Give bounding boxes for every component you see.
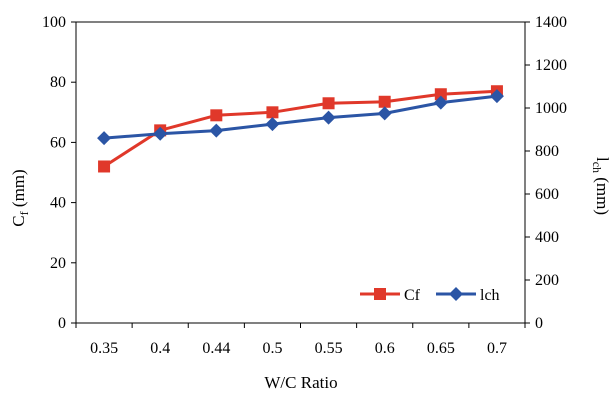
series-cf-point [434, 88, 447, 101]
x-tick-label: 0.55 [315, 340, 343, 357]
series-lch-line [103, 94, 498, 140]
x-tick-label: 0.65 [427, 340, 455, 357]
legend-cf-marker [374, 288, 386, 300]
right-axis-title-unit: (mm) [593, 173, 612, 215]
legend-lch-marker [449, 287, 463, 301]
right-tick-label: 600 [535, 186, 559, 203]
x-tick-label: 0.6 [375, 340, 395, 357]
series-lch [97, 89, 504, 146]
left-tick-label: 40 [50, 195, 66, 212]
series-lch-point [321, 110, 336, 125]
series-lch-point [377, 106, 392, 121]
series-cf-point [322, 97, 335, 110]
series-lch-point [489, 89, 504, 104]
right-tick-label: 200 [535, 272, 559, 289]
series-cf-point [98, 160, 111, 173]
series-lch-point [153, 126, 168, 141]
left-tick-label: 80 [50, 74, 66, 91]
x-tick-label: 0.4 [150, 340, 170, 357]
x-tick-label: 0.5 [262, 340, 282, 357]
left-axis-title-sub: f [17, 211, 31, 215]
left-tick-label: 100 [42, 14, 66, 31]
right-tick-label: 1000 [535, 100, 567, 117]
left-axis-title-main: C [9, 215, 28, 226]
legend: Cf lch [360, 287, 500, 304]
right-axis-ticks: 0 200 400 600 800 1000 1200 1400 [525, 14, 567, 332]
right-tick-label: 1400 [535, 14, 567, 31]
right-axis-title-main: l [593, 157, 612, 162]
x-axis-title: W/C Ratio [264, 373, 337, 392]
right-axis-title-sub: ch [590, 162, 604, 173]
series-cf-point [266, 106, 279, 119]
right-axis-title: lch (mm) [590, 157, 612, 215]
left-tick-label: 20 [50, 255, 66, 272]
series-cf-point [210, 109, 223, 122]
series-lch-point [433, 95, 448, 110]
left-tick-label: 60 [50, 134, 66, 151]
series-lch-point [97, 131, 112, 146]
left-axis-title: Cf (mm) [9, 169, 31, 226]
right-tick-label: 1200 [535, 57, 567, 74]
left-axis-ticks: 0 20 40 60 80 100 [42, 14, 76, 332]
x-tick-label: 0.44 [202, 340, 230, 357]
series-lch-point [265, 117, 280, 132]
plot-frame [75, 21, 526, 324]
legend-cf-label: Cf [404, 287, 421, 304]
x-tick-label: 0.7 [487, 340, 507, 357]
right-tick-label: 400 [535, 229, 559, 246]
right-tick-label: 800 [535, 143, 559, 160]
x-axis-ticks: 0.35 0.4 0.44 0.5 0.55 0.6 0.65 0.7 [75, 323, 526, 357]
x-tick-label: 0.35 [90, 340, 118, 357]
right-tick-label: 0 [535, 315, 543, 332]
series-cf-point [378, 95, 391, 108]
plot-area [75, 21, 526, 324]
left-tick-label: 0 [58, 315, 66, 332]
legend-lch-label: lch [480, 287, 500, 304]
left-axis-title-unit: (mm) [9, 169, 28, 211]
series-cf-line [103, 89, 498, 168]
series-lch-point [209, 123, 224, 138]
